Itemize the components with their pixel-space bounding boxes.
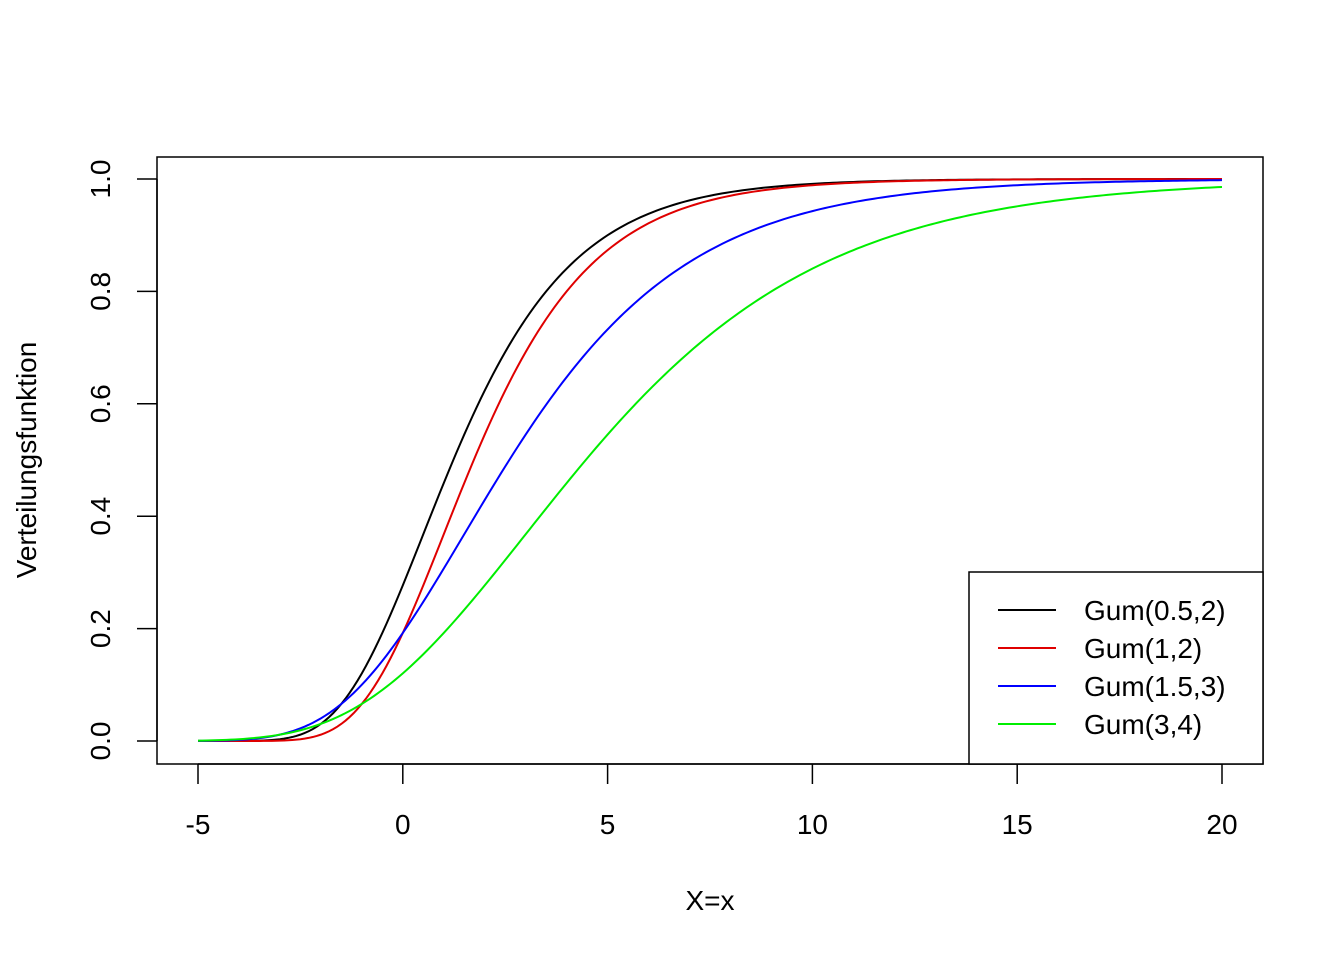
series-line-4 [197, 185, 1223, 742]
x-tick-label: 20 [1206, 809, 1237, 840]
legend-box [968, 571, 1264, 765]
y-tick-label: 0.0 [85, 722, 116, 761]
legend-label: Gum(3,4) [1084, 709, 1202, 740]
x-tick-label: 0 [395, 809, 411, 840]
x-tick-label: 15 [1002, 809, 1033, 840]
x-tick-label: 10 [797, 809, 828, 840]
legend-label: Gum(1.5,3) [1084, 671, 1226, 702]
legend-label: Gum(1,2) [1084, 633, 1202, 664]
series-lines [197, 178, 1223, 742]
y-tick-label: 1.0 [85, 160, 116, 199]
legend-label: Gum(0.5,2) [1084, 595, 1226, 626]
x-axis: -5 0 5 10 15 20 [186, 763, 1238, 840]
y-tick-label: 0.8 [85, 272, 116, 311]
legend: Gum(0.5,2) Gum(1,2) Gum(1.5,3) Gum(3,4) [968, 571, 1264, 765]
y-tick-label: 0.2 [85, 609, 116, 648]
y-axis: 0.0 0.2 0.4 0.6 0.8 1.0 [85, 160, 158, 761]
y-tick-label: 0.6 [85, 384, 116, 423]
y-tick-label: 0.4 [85, 497, 116, 536]
x-tick-label: -5 [186, 809, 211, 840]
y-axis-label: Verteilungsfunktion [11, 342, 42, 579]
series-line-2 [198, 178, 1222, 742]
x-axis-label: X=x [685, 885, 734, 916]
x-tick-label: 5 [600, 809, 616, 840]
series-line-3 [197, 179, 1223, 742]
